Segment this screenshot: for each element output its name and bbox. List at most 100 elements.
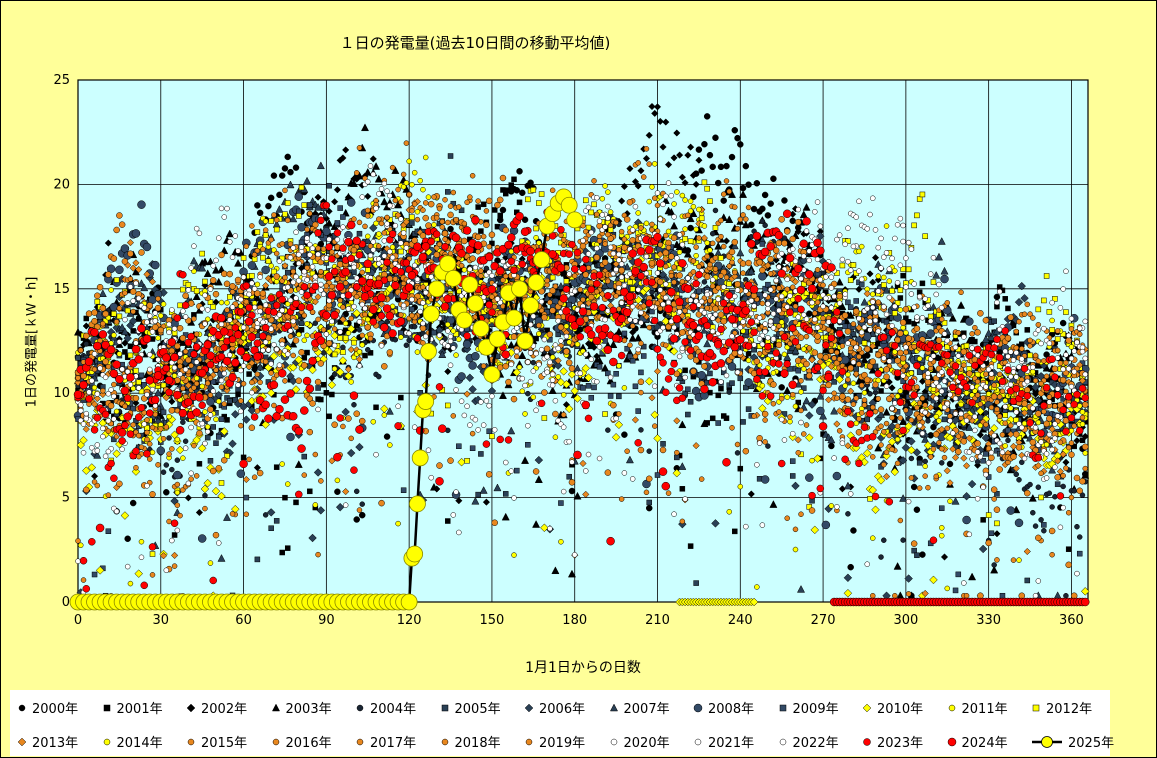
legend-marker <box>693 703 703 712</box>
legend-item: 2018年 <box>439 732 501 751</box>
series-2022年 <box>75 194 1088 599</box>
legend-marker <box>356 704 364 711</box>
legend-item: 2009年 <box>777 698 839 717</box>
series-2025-point <box>466 295 484 312</box>
x-tick-label: 120 <box>397 613 422 628</box>
x-tick-label: 60 <box>235 613 252 628</box>
series-2025-point <box>428 280 446 298</box>
legend-label: 2014年 <box>116 736 163 751</box>
series-2025-point <box>422 305 440 323</box>
series-2025-point <box>489 330 506 348</box>
series-2025-point <box>472 320 490 337</box>
legend-marker <box>947 737 956 746</box>
series-2025-point <box>483 366 501 383</box>
legend-label: 2005年 <box>454 702 501 717</box>
legend-marker <box>779 738 786 745</box>
legend-item: 2010年 <box>861 698 923 717</box>
series-2025-point <box>406 545 424 563</box>
series-2025 <box>69 188 584 611</box>
x-tick-label: 180 <box>562 613 587 628</box>
legend-label: 2006年 <box>539 702 586 717</box>
legend-label: 2019年 <box>539 736 586 751</box>
legend-item: 2024年 <box>946 732 1008 751</box>
legend-marker <box>103 738 110 745</box>
legend-item: 2025年 <box>1030 732 1114 751</box>
series-2025-point <box>400 593 418 611</box>
series-2025-point <box>439 255 457 273</box>
scatter-plot: 0 5 10 15 20 25 0 30 60 90 120 150 180 210 240 270 300 33… <box>53 73 1090 628</box>
legend-label: 2000年 <box>32 702 79 717</box>
legend-label: 2021年 <box>708 736 755 751</box>
series-2025-point <box>417 393 435 410</box>
legend-label: 2023年 <box>877 736 924 751</box>
legend-label: 2009年 <box>792 702 839 717</box>
legend-marker <box>863 737 871 746</box>
series-2025-point <box>409 495 426 513</box>
legend-label: 2017年 <box>370 736 417 751</box>
legend-marker <box>609 703 618 711</box>
legend-item: 2000年 <box>16 698 78 717</box>
legend-label: 2025年 <box>1068 736 1115 751</box>
series-2025-point <box>461 276 479 294</box>
legend-label: 2015年 <box>201 736 248 751</box>
legend-item: 2004年 <box>354 698 416 717</box>
x-tick-label: 210 <box>645 613 670 628</box>
series-2025-point <box>516 332 534 350</box>
legend-item: 2006年 <box>523 698 585 717</box>
legend-marker <box>862 703 872 712</box>
legend-item: 2020年 <box>608 732 670 751</box>
series-2025-point <box>444 269 462 287</box>
x-tick-label: 90 <box>318 613 335 628</box>
legend-label: 2024年 <box>961 736 1008 751</box>
x-tick-label: 30 <box>153 613 170 628</box>
x-tick-label: 360 <box>1059 613 1084 628</box>
legend-item: 2015年 <box>185 732 247 751</box>
legend-marker <box>17 737 27 746</box>
legend-item: 2001年 <box>101 698 163 717</box>
legend-item: 2023年 <box>861 732 923 751</box>
legend-marker <box>272 738 279 745</box>
legend-item: 2003年 <box>270 698 332 717</box>
legend-label: 2003年 <box>285 702 332 717</box>
x-tick-label: 0 <box>74 613 82 628</box>
series-2024年 <box>73 209 1090 607</box>
legend-marker <box>187 738 195 745</box>
series-2025-point <box>527 274 545 291</box>
legend-marker <box>948 704 955 711</box>
legend-marker <box>441 738 448 745</box>
x-tick-label: 270 <box>811 613 836 628</box>
legend-item: 2021年 <box>692 732 754 751</box>
legend-item: 2016年 <box>270 732 332 751</box>
legend-marker <box>186 703 196 712</box>
legend-item: 2012年 <box>1030 698 1092 717</box>
legend-marker <box>1032 704 1040 711</box>
legend-marker <box>525 738 533 745</box>
series-2025-point <box>505 309 523 327</box>
y-tick-label: 10 <box>53 386 70 401</box>
x-tick-label: 240 <box>728 613 753 628</box>
legend-item: 2013年 <box>16 732 78 751</box>
legend-label: 2012年 <box>1046 702 1093 717</box>
y-tick-label: 15 <box>53 282 70 297</box>
legend-marker <box>694 738 702 745</box>
series-2025-point <box>511 280 528 298</box>
legend-marker <box>779 704 786 711</box>
x-tick-label: 300 <box>893 613 918 628</box>
legend-label: 2007年 <box>623 702 670 717</box>
x-axis-label: 1月1日からの日数 <box>525 660 641 676</box>
legend-label: 2018年 <box>454 736 501 751</box>
x-tick-label: 330 <box>976 613 1001 628</box>
legend-label: 2011年 <box>961 702 1008 717</box>
legend-item: 2005年 <box>439 698 501 717</box>
chart-title: １日の発電量(過去10日間の移動平均値) <box>339 34 611 52</box>
legend-label: 2013年 <box>32 736 79 751</box>
series-2025-point <box>560 196 578 214</box>
legend-label: 2001年 <box>116 702 163 717</box>
legend-marker <box>610 738 617 745</box>
legend: 2000年 2001年 2002年 2003年 2004年 2005年 2006年 2007年… <box>10 690 1114 756</box>
legend-marker <box>441 704 448 711</box>
legend-item: 2008年 <box>692 698 754 717</box>
legend-marker <box>1032 735 1062 748</box>
legend-label: 2016年 <box>285 736 332 751</box>
legend-marker <box>103 704 110 711</box>
